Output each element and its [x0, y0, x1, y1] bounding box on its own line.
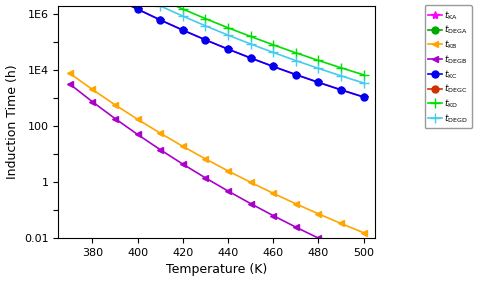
$t_{\mathrm{DEGD}}$: [293, 59, 299, 62]
$t_{\mathrm{KA}}$: [338, 88, 344, 92]
$t_{\mathrm{KD}}$: [180, 7, 186, 11]
$t_{\mathrm{KD}}$: [293, 51, 299, 54]
$t_{\mathrm{KB}}$: [338, 222, 344, 225]
Legend: $t_{\mathrm{KA}}$, $t_{\mathrm{DEGA}}$, $t_{\mathrm{KB}}$, $t_{\mathrm{DEGB}}$, : $t_{\mathrm{KA}}$, $t_{\mathrm{DEGA}}$, …: [424, 5, 472, 128]
$t_{\mathrm{KD}}$: [316, 59, 322, 62]
$t_{\mathrm{KC}}$: [157, 18, 163, 22]
$t_{\mathrm{KA}}$: [316, 81, 322, 84]
Line: $t_{\mathrm{KB}}$: $t_{\mathrm{KB}}$: [66, 70, 367, 236]
$t_{\mathrm{DEGB}}$: [67, 82, 73, 86]
$t_{\mathrm{KC}}$: [360, 95, 366, 99]
$t_{\mathrm{KD}}$: [248, 35, 254, 38]
$t_{\mathrm{KB}}$: [134, 118, 140, 121]
$t_{\mathrm{DEGD}}$: [225, 34, 231, 37]
$t_{\mathrm{KB}}$: [112, 103, 118, 107]
$t_{\mathrm{KB}}$: [316, 212, 322, 215]
$t_{\mathrm{KB}}$: [202, 157, 208, 160]
Line: $t_{\mathrm{DEGA}}$: $t_{\mathrm{DEGA}}$: [66, 0, 367, 5]
$t_{\mathrm{DEGB}}$: [90, 100, 96, 103]
$t_{\mathrm{KA}}$: [270, 65, 276, 68]
Y-axis label: Induction Time (h): Induction Time (h): [6, 65, 18, 179]
$t_{\mathrm{DEGB}}$: [180, 162, 186, 166]
$t_{\mathrm{KA}}$: [157, 18, 163, 22]
$t_{\mathrm{DEGB}}$: [360, 257, 366, 261]
Line: $t_{\mathrm{DEGD}}$: $t_{\mathrm{DEGD}}$: [65, 0, 368, 88]
$t_{\mathrm{DEGB}}$: [225, 189, 231, 193]
$t_{\mathrm{KC}}$: [134, 8, 140, 11]
$t_{\mathrm{DEGA}}$: [360, 0, 366, 3]
$t_{\mathrm{DEGD}}$: [248, 42, 254, 46]
$t_{\mathrm{DEGD}}$: [180, 14, 186, 18]
$t_{\mathrm{KA}}$: [248, 56, 254, 60]
Line: $t_{\mathrm{KA}}$: $t_{\mathrm{KA}}$: [66, 0, 368, 101]
$t_{\mathrm{DEGD}}$: [202, 24, 208, 28]
Line: $t_{\mathrm{KD}}$: $t_{\mathrm{KD}}$: [65, 0, 368, 80]
$t_{\mathrm{KD}}$: [360, 73, 366, 76]
$t_{\mathrm{KD}}$: [270, 43, 276, 47]
$t_{\mathrm{KB}}$: [293, 202, 299, 206]
$t_{\mathrm{DEGB}}$: [338, 247, 344, 250]
$t_{\mathrm{KA}}$: [225, 47, 231, 51]
$t_{\mathrm{KB}}$: [157, 131, 163, 135]
$t_{\mathrm{DEGD}}$: [316, 67, 322, 70]
$t_{\mathrm{KB}}$: [248, 181, 254, 184]
$t_{\mathrm{DEGB}}$: [293, 225, 299, 229]
$t_{\mathrm{DEGB}}$: [202, 176, 208, 180]
$t_{\mathrm{KA}}$: [360, 95, 366, 99]
$t_{\mathrm{DEGB}}$: [112, 117, 118, 120]
$t_{\mathrm{KB}}$: [180, 145, 186, 148]
$t_{\mathrm{KB}}$: [270, 191, 276, 195]
$t_{\mathrm{KC}}$: [248, 56, 254, 60]
$t_{\mathrm{KB}}$: [67, 72, 73, 75]
$t_{\mathrm{KB}}$: [225, 169, 231, 173]
$t_{\mathrm{KD}}$: [157, 0, 163, 1]
$t_{\mathrm{KC}}$: [225, 47, 231, 51]
$t_{\mathrm{KD}}$: [338, 66, 344, 69]
$t_{\mathrm{KC}}$: [270, 65, 276, 68]
$t_{\mathrm{KA}}$: [180, 28, 186, 32]
$t_{\mathrm{KB}}$: [90, 88, 96, 91]
$t_{\mathrm{DEGD}}$: [338, 74, 344, 78]
$t_{\mathrm{KA}}$: [293, 73, 299, 76]
$t_{\mathrm{DEGD}}$: [157, 4, 163, 8]
X-axis label: Temperature (K): Temperature (K): [166, 263, 268, 276]
$t_{\mathrm{KA}}$: [134, 8, 140, 11]
$t_{\mathrm{DEGB}}$: [134, 133, 140, 136]
$t_{\mathrm{DEGB}}$: [270, 214, 276, 217]
Line: $t_{\mathrm{KC}}$: $t_{\mathrm{KC}}$: [66, 0, 367, 100]
$t_{\mathrm{KC}}$: [338, 88, 344, 92]
$t_{\mathrm{DEGB}}$: [248, 202, 254, 205]
$t_{\mathrm{DEGD}}$: [360, 81, 366, 85]
Line: $t_{\mathrm{DEGB}}$: $t_{\mathrm{DEGB}}$: [66, 81, 367, 262]
$t_{\mathrm{KC}}$: [202, 38, 208, 41]
$t_{\mathrm{KA}}$: [202, 38, 208, 41]
$t_{\mathrm{KC}}$: [293, 73, 299, 76]
$t_{\mathrm{KB}}$: [360, 231, 366, 234]
$t_{\mathrm{DEGD}}$: [270, 51, 276, 54]
$t_{\mathrm{KC}}$: [316, 81, 322, 84]
$t_{\mathrm{KD}}$: [225, 26, 231, 29]
$t_{\mathrm{DEGB}}$: [316, 237, 322, 240]
$t_{\mathrm{KD}}$: [202, 17, 208, 20]
$t_{\mathrm{DEGB}}$: [157, 148, 163, 151]
$t_{\mathrm{KC}}$: [180, 28, 186, 32]
